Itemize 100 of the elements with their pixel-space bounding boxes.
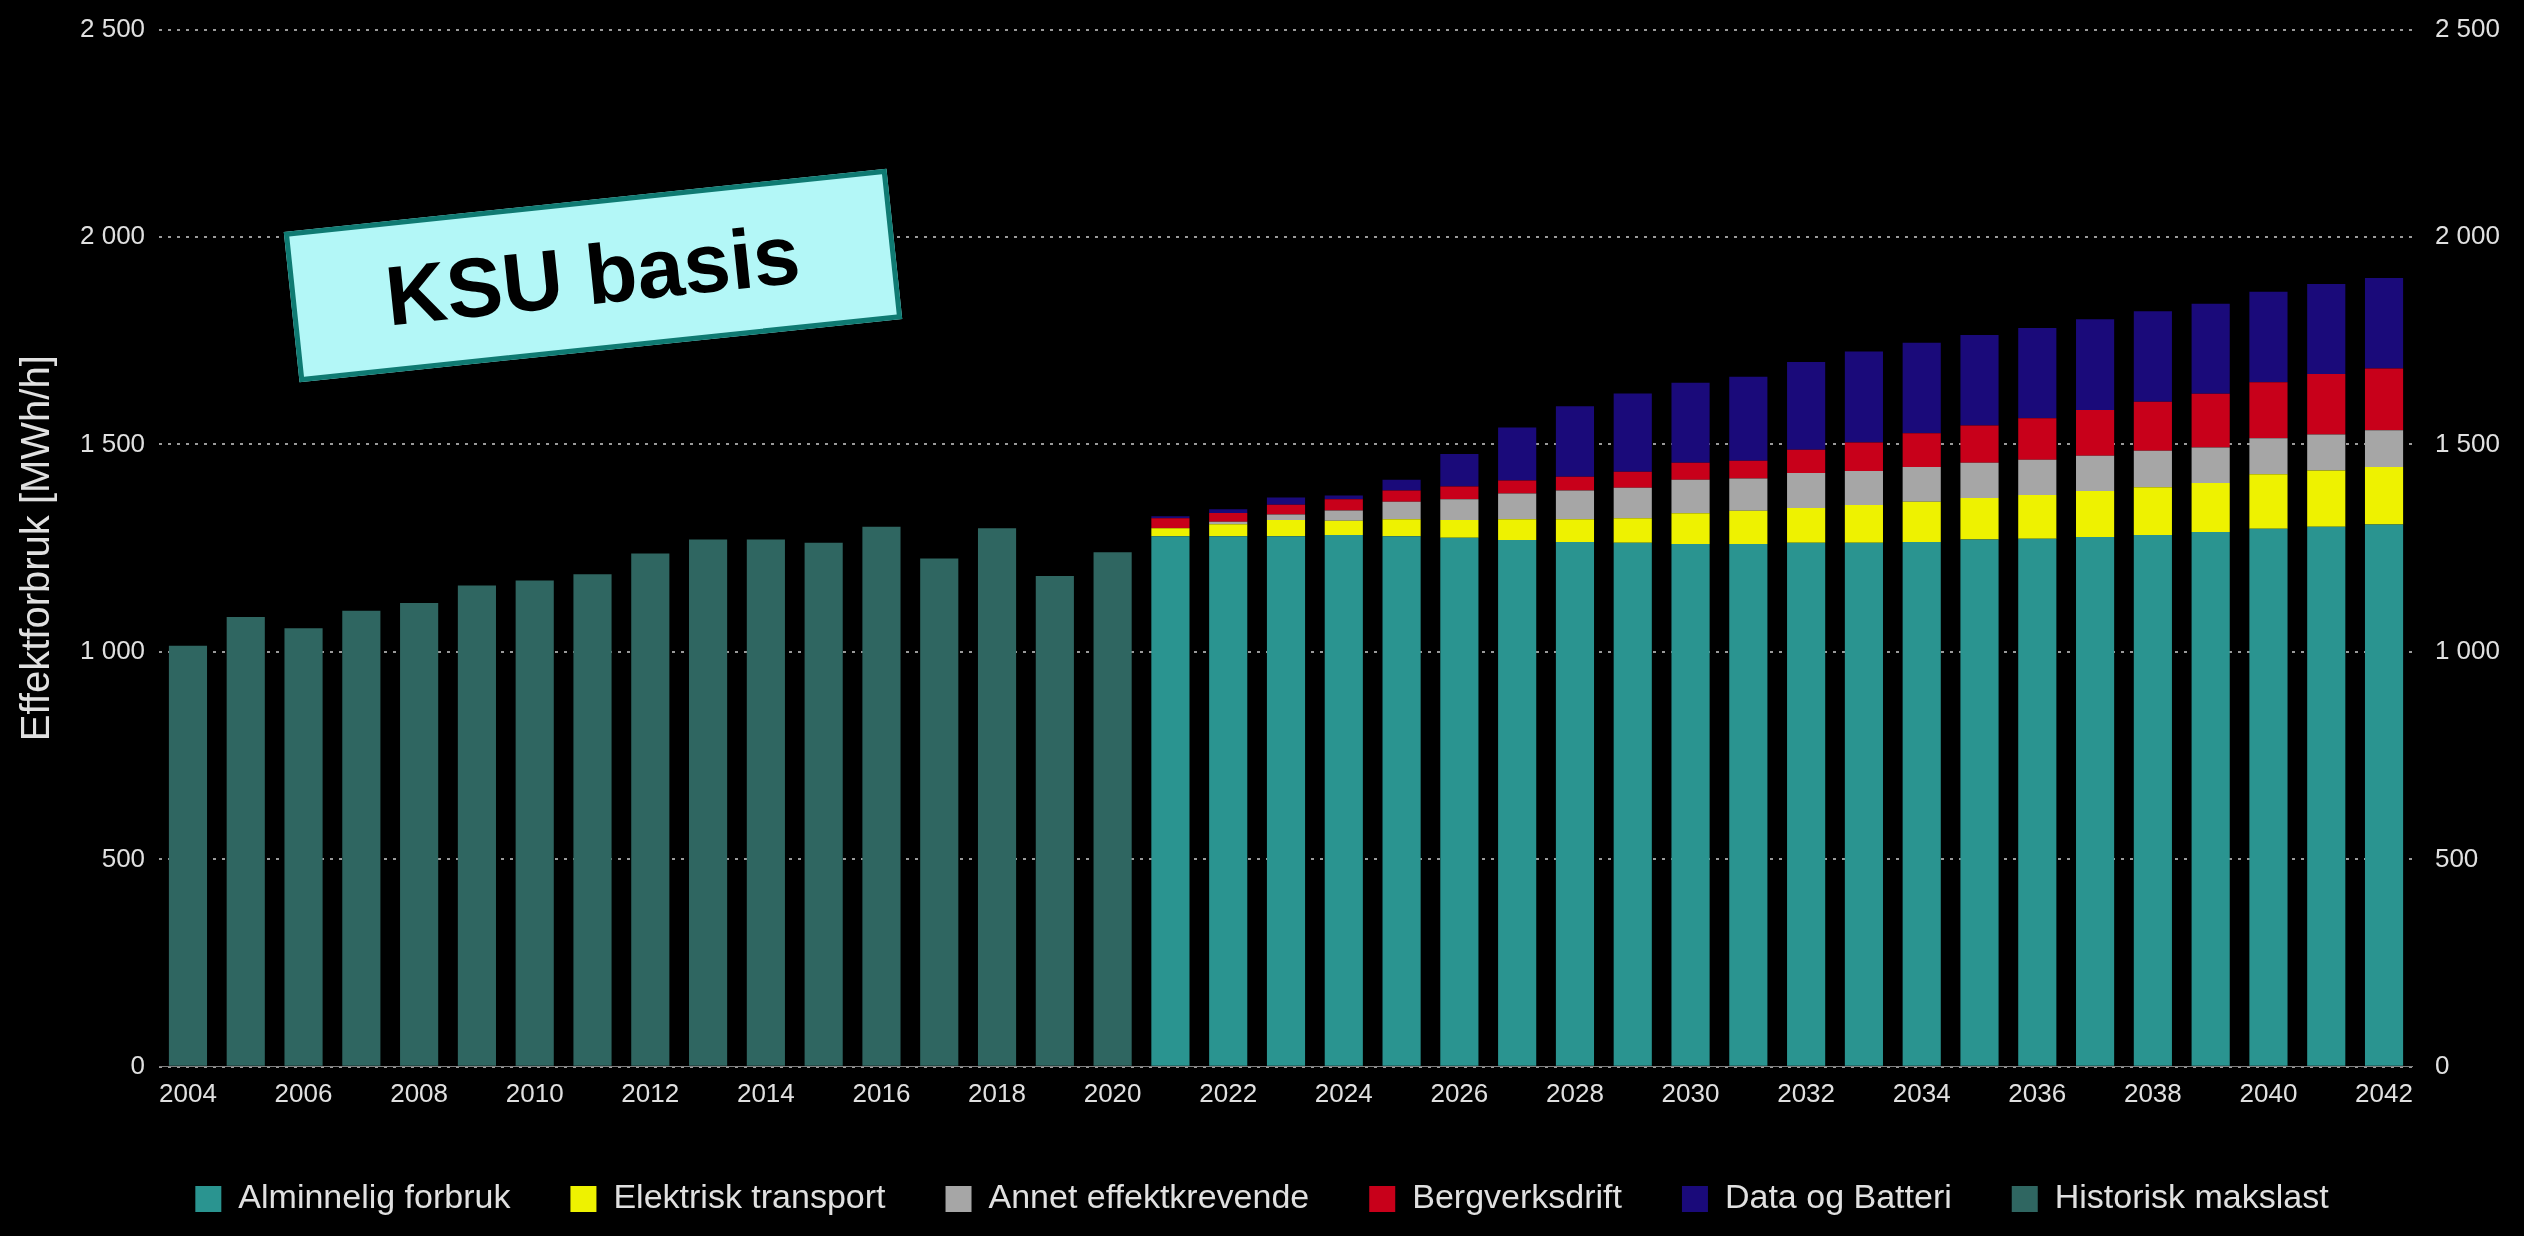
bar (2249, 528, 2288, 1066)
bar (1382, 479, 1421, 491)
bar (1787, 542, 1826, 1066)
bar (1729, 460, 1768, 479)
bar (1844, 505, 1883, 543)
x-tick-label: 2016 (852, 1077, 911, 1108)
x-tick-label: 2040 (2239, 1077, 2298, 1108)
tilted-label-box: KSU basis (283, 168, 902, 383)
bar (1324, 534, 1363, 1066)
bar (168, 645, 208, 1066)
bar (631, 553, 670, 1066)
x-tick-label: 2038 (2123, 1077, 2182, 1108)
bar (342, 610, 381, 1066)
y-axis-title: Effektforbruk [MWh/h] (13, 355, 58, 742)
bar (1382, 501, 1421, 520)
x-tick-label: 2010 (505, 1077, 564, 1108)
bar (1555, 519, 1595, 542)
bar (2191, 483, 2230, 533)
bar (1671, 544, 1710, 1066)
bar (1035, 576, 1074, 1066)
bar (2018, 418, 2057, 460)
x-tick-label: 2014 (736, 1077, 795, 1108)
bar (1555, 490, 1595, 520)
bar (1960, 334, 1999, 426)
bar (1498, 480, 1537, 494)
bar (2018, 327, 2057, 419)
x-tick-label: 2024 (1314, 1077, 1373, 1108)
bar (1671, 513, 1710, 545)
bar (1902, 501, 1941, 542)
bar (746, 539, 785, 1066)
bar (1960, 539, 1999, 1066)
bar (2191, 393, 2230, 448)
legend-label: Annet effektkrevende (988, 1177, 1310, 1216)
bar (1671, 479, 1710, 514)
bar (2249, 382, 2288, 439)
x-tick-label: 2028 (1546, 1077, 1604, 1108)
bar (1151, 536, 1190, 1066)
bar (2133, 450, 2172, 488)
bar (1613, 487, 1652, 519)
bar (1151, 518, 1190, 529)
y2-tick-label: 1 000 (2434, 635, 2501, 666)
bar (1151, 528, 1190, 537)
bar (1266, 514, 1306, 520)
bar (1324, 520, 1363, 535)
bar (1844, 351, 1883, 443)
bar (1266, 497, 1306, 505)
bar (1555, 541, 1595, 1066)
bar (2249, 474, 2288, 529)
bar (1960, 498, 1999, 540)
bar (1960, 462, 1999, 498)
bar (2364, 368, 2404, 431)
bar (1902, 541, 1941, 1066)
bar (2191, 447, 2230, 484)
legend-label: Elektrisk transport (613, 1177, 887, 1216)
y-tick-label: 2 000 (79, 220, 146, 251)
bar (2133, 401, 2172, 451)
bar (2076, 537, 2115, 1066)
bar (1440, 454, 1479, 487)
bar (1729, 478, 1768, 511)
y-tick-label: 1 000 (79, 635, 146, 666)
y-tick-label: 0 (130, 1049, 146, 1080)
bar (1960, 425, 1999, 463)
bar (1440, 537, 1479, 1066)
bar (2364, 278, 2404, 369)
bar (1440, 519, 1479, 538)
y2-tick-label: 2 000 (2434, 220, 2501, 251)
bar (2076, 410, 2115, 456)
legend-label: Alminnelig forbruk (238, 1177, 512, 1216)
x-tick-label: 2018 (968, 1077, 1026, 1108)
bar (1382, 536, 1421, 1066)
x-tick-label: 2004 (159, 1077, 217, 1108)
x-tick-label: 2012 (621, 1077, 680, 1108)
y2-tick-label: 1 500 (2434, 427, 2501, 458)
y-tick-label: 1 500 (79, 427, 146, 458)
bar (1844, 442, 1883, 472)
bar (1671, 462, 1710, 480)
bar (2018, 495, 2057, 539)
legend-label: Historisk makslast (2054, 1177, 2330, 1216)
x-tick-label: 2042 (2355, 1077, 2413, 1108)
bar (2133, 311, 2172, 402)
bar (1613, 471, 1652, 488)
bar (2191, 303, 2230, 394)
bar (977, 528, 1017, 1066)
bar (2249, 291, 2288, 383)
bar (1555, 406, 1595, 477)
bar (1902, 342, 1941, 434)
x-tick-label: 2032 (1777, 1077, 1836, 1108)
x-tick-label: 2020 (1083, 1077, 1142, 1108)
bar (1498, 519, 1537, 540)
bar (2307, 373, 2346, 435)
bar (1787, 361, 1826, 450)
bar (2018, 459, 2057, 496)
bar (457, 585, 496, 1066)
bar (1787, 449, 1826, 474)
x-tick-label: 2006 (274, 1077, 333, 1108)
bar (1787, 473, 1826, 508)
bar (1266, 504, 1306, 515)
bar (1440, 486, 1479, 500)
bar (1787, 507, 1826, 543)
x-tick-label: 2030 (1661, 1077, 1720, 1108)
